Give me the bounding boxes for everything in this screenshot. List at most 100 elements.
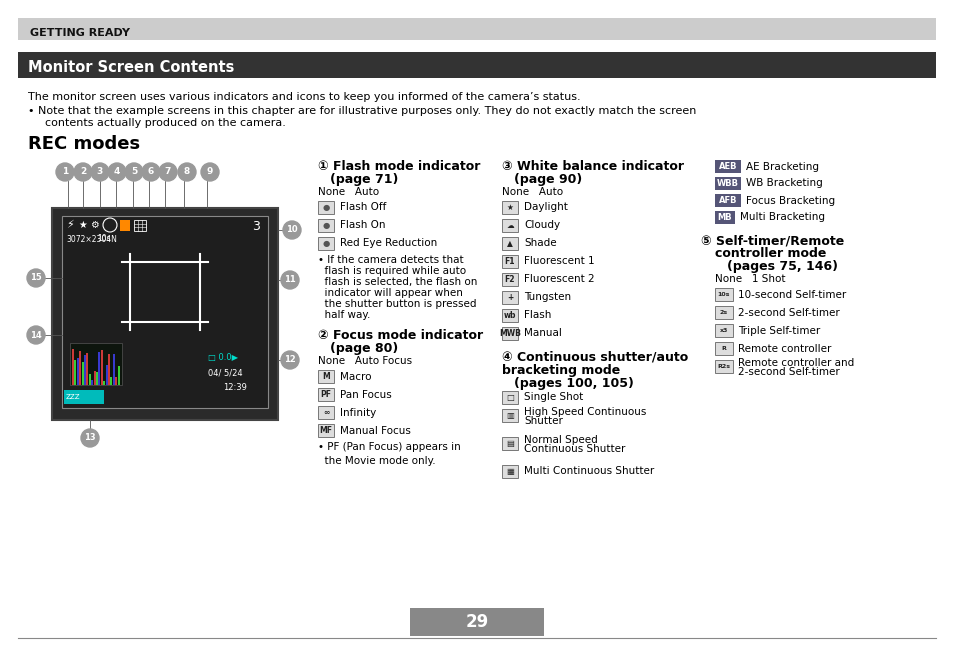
Text: flash is required while auto: flash is required while auto (317, 266, 466, 276)
Bar (501, 327, 517, 340)
Bar (87, 353, 89, 385)
Bar (93, 371, 95, 385)
Text: ●: ● (322, 239, 330, 248)
Bar (714, 288, 732, 301)
Circle shape (27, 269, 45, 287)
Bar (133, 220, 146, 231)
Text: ▦: ▦ (505, 467, 514, 476)
Text: F2: F2 (504, 275, 515, 284)
Text: MF: MF (319, 426, 333, 435)
Bar (62, 216, 268, 408)
Text: R: R (720, 346, 725, 351)
Text: ④ Continuous shutter/auto: ④ Continuous shutter/auto (501, 351, 687, 364)
Text: ⚙: ⚙ (90, 220, 99, 230)
Bar (77, 358, 79, 385)
Bar (112, 354, 114, 385)
Text: 8: 8 (184, 167, 190, 176)
Text: 11: 11 (284, 275, 295, 284)
Bar (115, 377, 117, 385)
Bar (714, 342, 732, 355)
Circle shape (178, 163, 195, 181)
Text: ★: ★ (506, 203, 513, 212)
Text: Multi Bracketing: Multi Bracketing (740, 213, 824, 222)
Bar (317, 406, 334, 419)
Text: □ 0.0▶: □ 0.0▶ (208, 353, 238, 362)
Text: ③ White balance indicator: ③ White balance indicator (501, 160, 683, 173)
Text: (page 80): (page 80) (330, 342, 397, 355)
Bar (82, 362, 84, 385)
Bar (71, 349, 74, 385)
Circle shape (281, 271, 298, 289)
Bar (70, 343, 122, 385)
Bar (89, 374, 91, 385)
Text: None   1 Shot: None 1 Shot (714, 274, 784, 284)
Circle shape (159, 163, 177, 181)
Text: ⚡: ⚡ (66, 220, 73, 230)
Text: ① Flash mode indicator: ① Flash mode indicator (317, 160, 480, 173)
Text: Daylight: Daylight (523, 202, 567, 213)
Circle shape (108, 163, 126, 181)
Text: 9: 9 (207, 167, 213, 176)
Bar (64, 390, 104, 404)
Text: ∞: ∞ (322, 408, 329, 417)
Text: None   Auto: None Auto (317, 187, 378, 197)
Text: Fluorescent 1: Fluorescent 1 (523, 256, 594, 267)
Text: Tungsten: Tungsten (523, 293, 571, 302)
Bar (410, 608, 543, 636)
Text: M: M (322, 372, 330, 381)
Bar (117, 366, 119, 385)
Text: 10: 10 (286, 225, 297, 234)
Text: (page 90): (page 90) (514, 173, 581, 186)
Text: □: □ (505, 393, 514, 402)
Text: 10s: 10s (717, 292, 729, 297)
Text: AEB: AEB (718, 162, 737, 171)
Bar (501, 273, 517, 286)
Text: None   Auto: None Auto (501, 187, 562, 197)
Text: wb: wb (503, 311, 516, 320)
Circle shape (74, 163, 91, 181)
Bar (501, 237, 517, 250)
Circle shape (91, 163, 109, 181)
Text: ★: ★ (78, 220, 87, 230)
Text: GETTING READY: GETTING READY (30, 28, 130, 38)
Bar (52, 208, 277, 420)
Text: Normal Speed: Normal Speed (523, 435, 598, 445)
Text: 10-second Self-timer: 10-second Self-timer (738, 289, 845, 300)
Text: x3: x3 (720, 328, 727, 333)
Bar (79, 351, 81, 385)
Bar (317, 237, 334, 250)
Bar (714, 177, 740, 190)
Text: ●: ● (322, 221, 330, 230)
Text: ② Focus mode indicator: ② Focus mode indicator (317, 329, 482, 342)
Bar (714, 324, 732, 337)
Text: Remote controller: Remote controller (738, 344, 830, 353)
Bar (120, 220, 130, 231)
Text: PF: PF (320, 390, 331, 399)
Text: Manual: Manual (523, 329, 561, 339)
Bar (501, 391, 517, 404)
Text: MWB: MWB (498, 329, 520, 338)
Text: ☁: ☁ (506, 221, 514, 230)
Bar (501, 201, 517, 214)
Text: Single Shot: Single Shot (523, 393, 582, 402)
Bar (714, 306, 732, 319)
Text: AFB: AFB (718, 196, 737, 205)
Text: 14: 14 (30, 331, 42, 340)
Bar (74, 360, 76, 385)
Text: • If the camera detects that: • If the camera detects that (317, 255, 463, 265)
Text: 10s: 10s (97, 234, 111, 243)
Text: 7: 7 (165, 167, 171, 176)
Text: the shutter button is pressed: the shutter button is pressed (317, 299, 476, 309)
Bar (714, 211, 734, 224)
Text: +: + (506, 293, 513, 302)
Text: indicator will appear when: indicator will appear when (317, 288, 462, 298)
Text: AE Bracketing: AE Bracketing (745, 162, 818, 171)
Text: 1: 1 (62, 167, 68, 176)
Text: 3: 3 (97, 167, 103, 176)
Text: Remote controller and: Remote controller and (738, 358, 853, 368)
Circle shape (27, 326, 45, 344)
Text: ▲: ▲ (507, 239, 513, 248)
Text: 12:39: 12:39 (223, 383, 247, 392)
Bar (317, 219, 334, 232)
Text: None   Auto Focus: None Auto Focus (317, 356, 412, 366)
